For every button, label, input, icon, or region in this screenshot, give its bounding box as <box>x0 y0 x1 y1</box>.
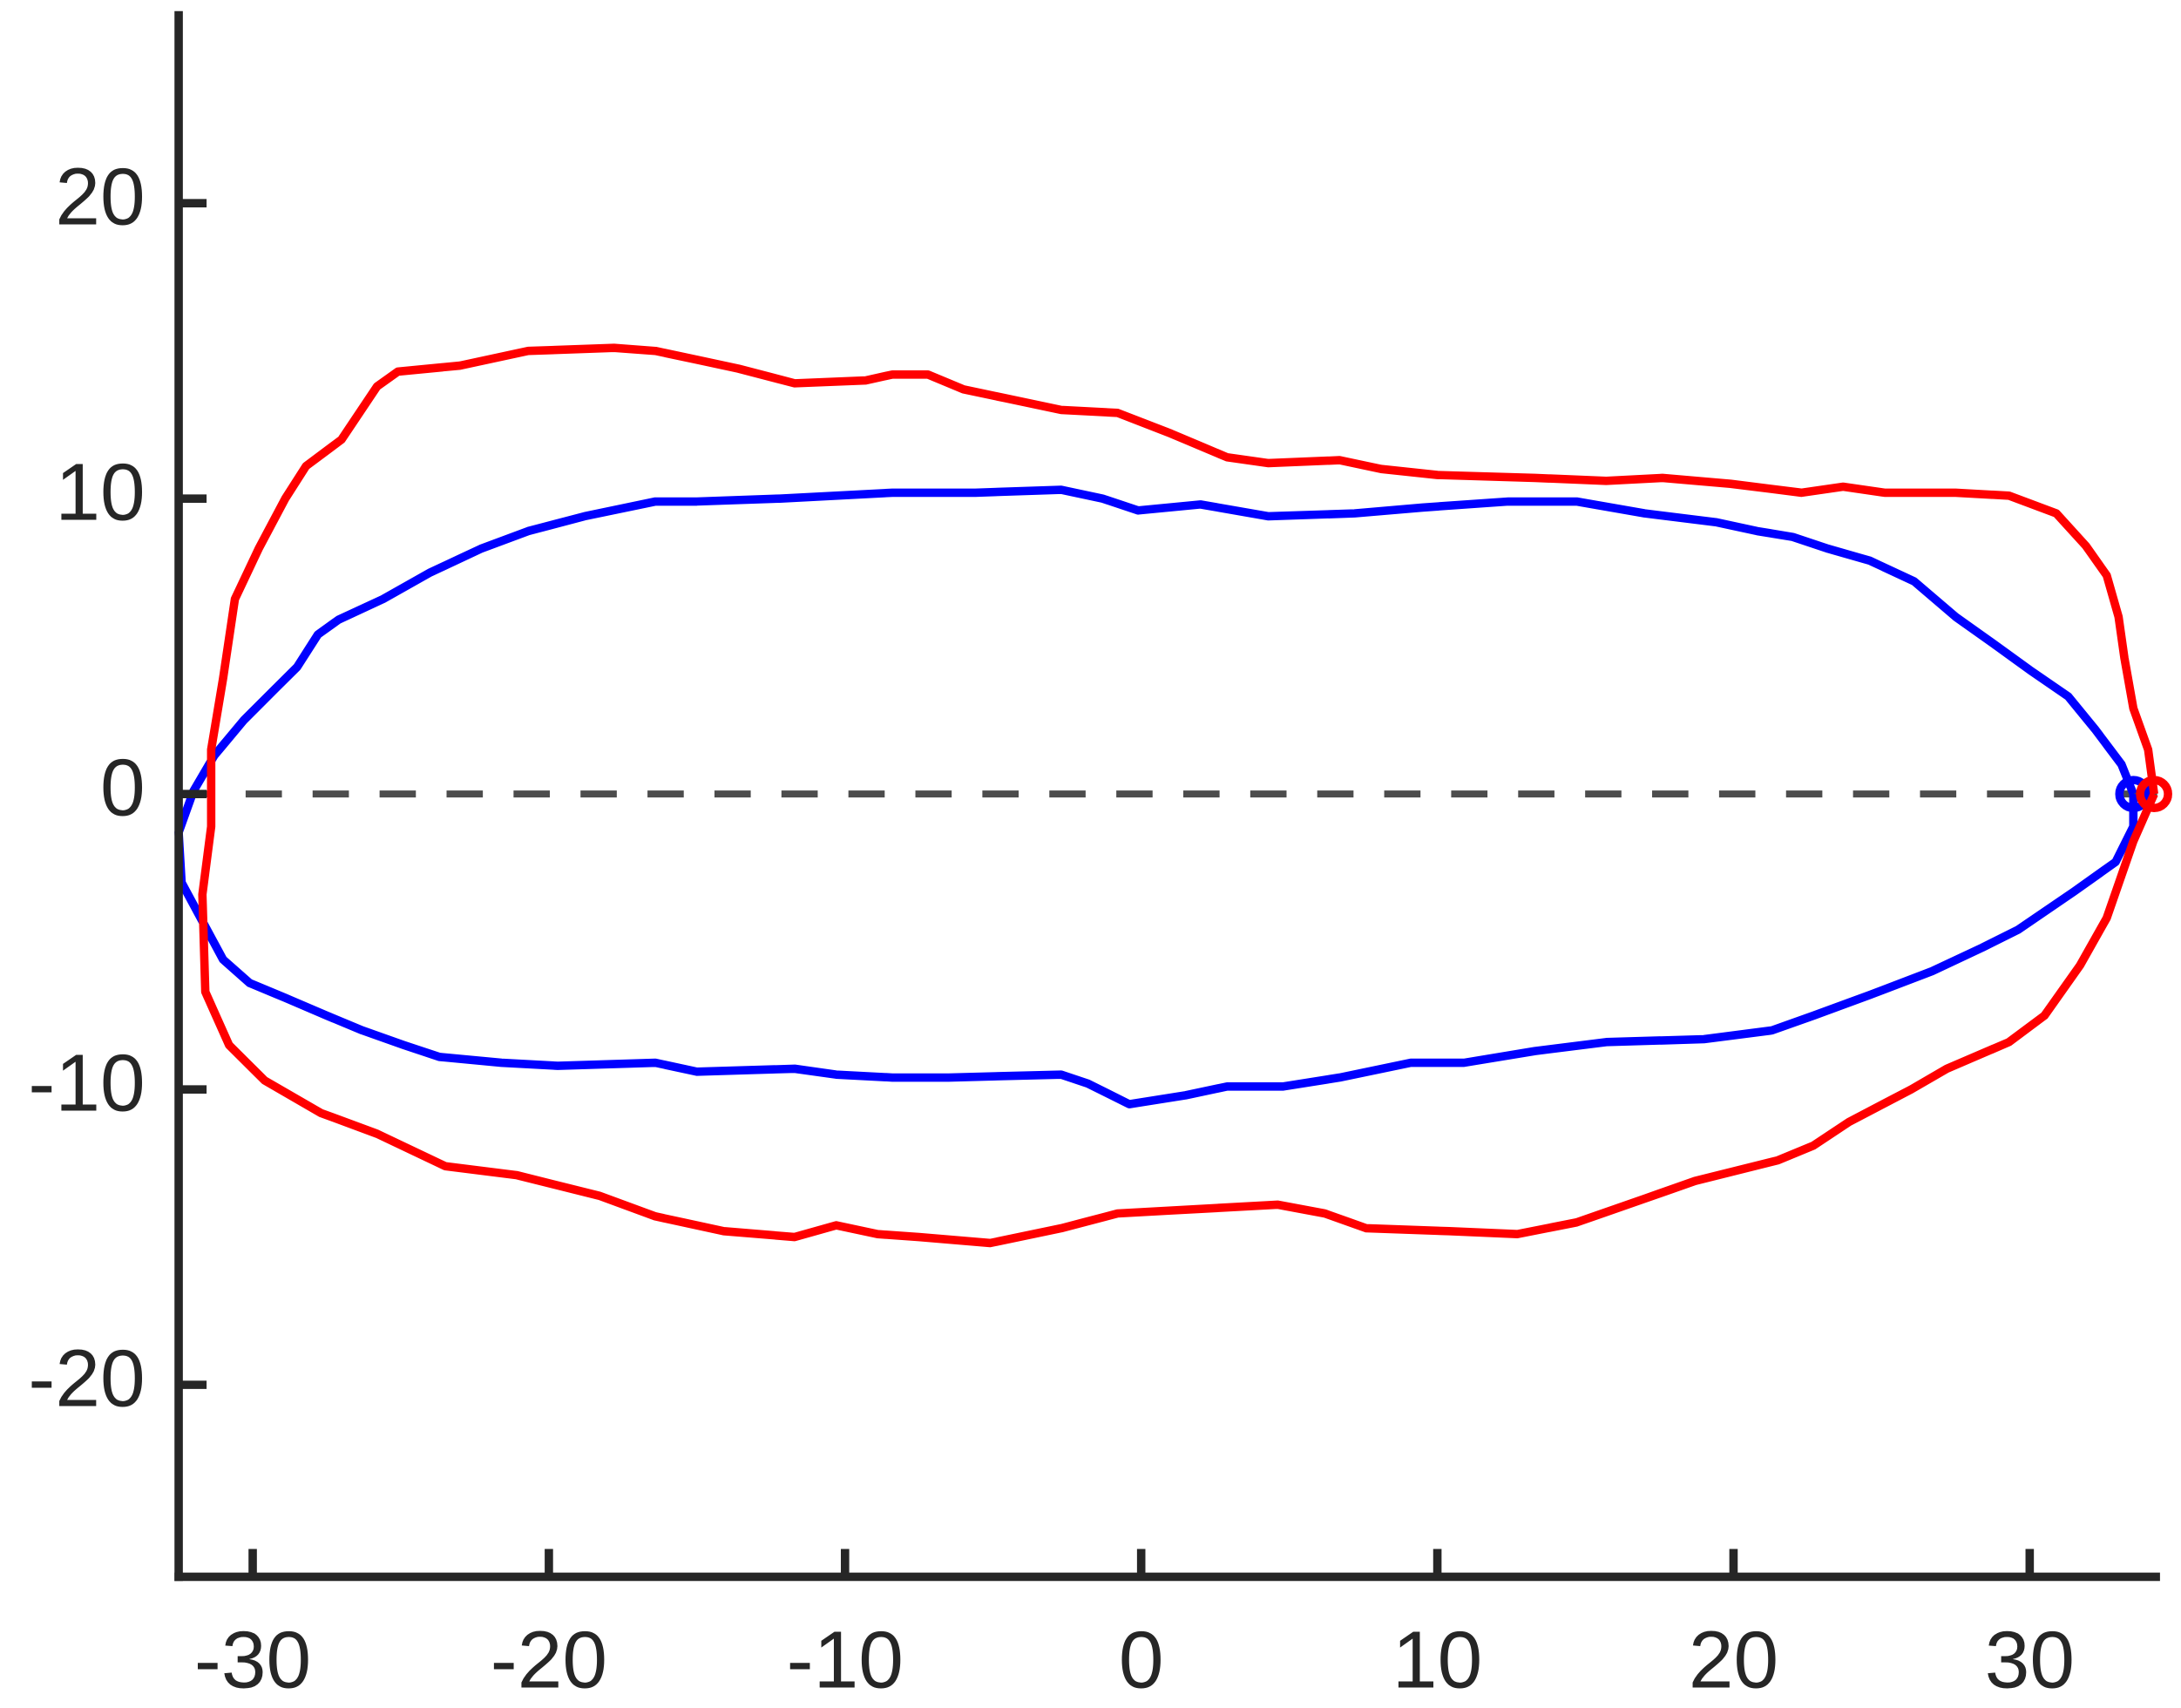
start-marker <box>2115 776 2152 812</box>
y-tick-label: 0 <box>100 742 146 833</box>
x-tick-label: 10 <box>1392 1614 1482 1705</box>
x-tick-label: -30 <box>194 1614 311 1705</box>
start-marker <box>2136 776 2172 812</box>
y-tick-label: 10 <box>55 447 145 538</box>
y-tick-label: 20 <box>55 152 145 242</box>
x-tick-label: -20 <box>491 1614 607 1705</box>
x-tick-label: 0 <box>1119 1614 1164 1705</box>
y-tick-label: -20 <box>28 1333 145 1424</box>
y-tick-label: -10 <box>28 1038 145 1128</box>
series-line <box>198 343 2158 1248</box>
x-tick-label: 20 <box>1689 1614 1778 1705</box>
x-tick-label: -10 <box>787 1614 904 1705</box>
x-tick-label: 30 <box>1985 1614 2075 1705</box>
